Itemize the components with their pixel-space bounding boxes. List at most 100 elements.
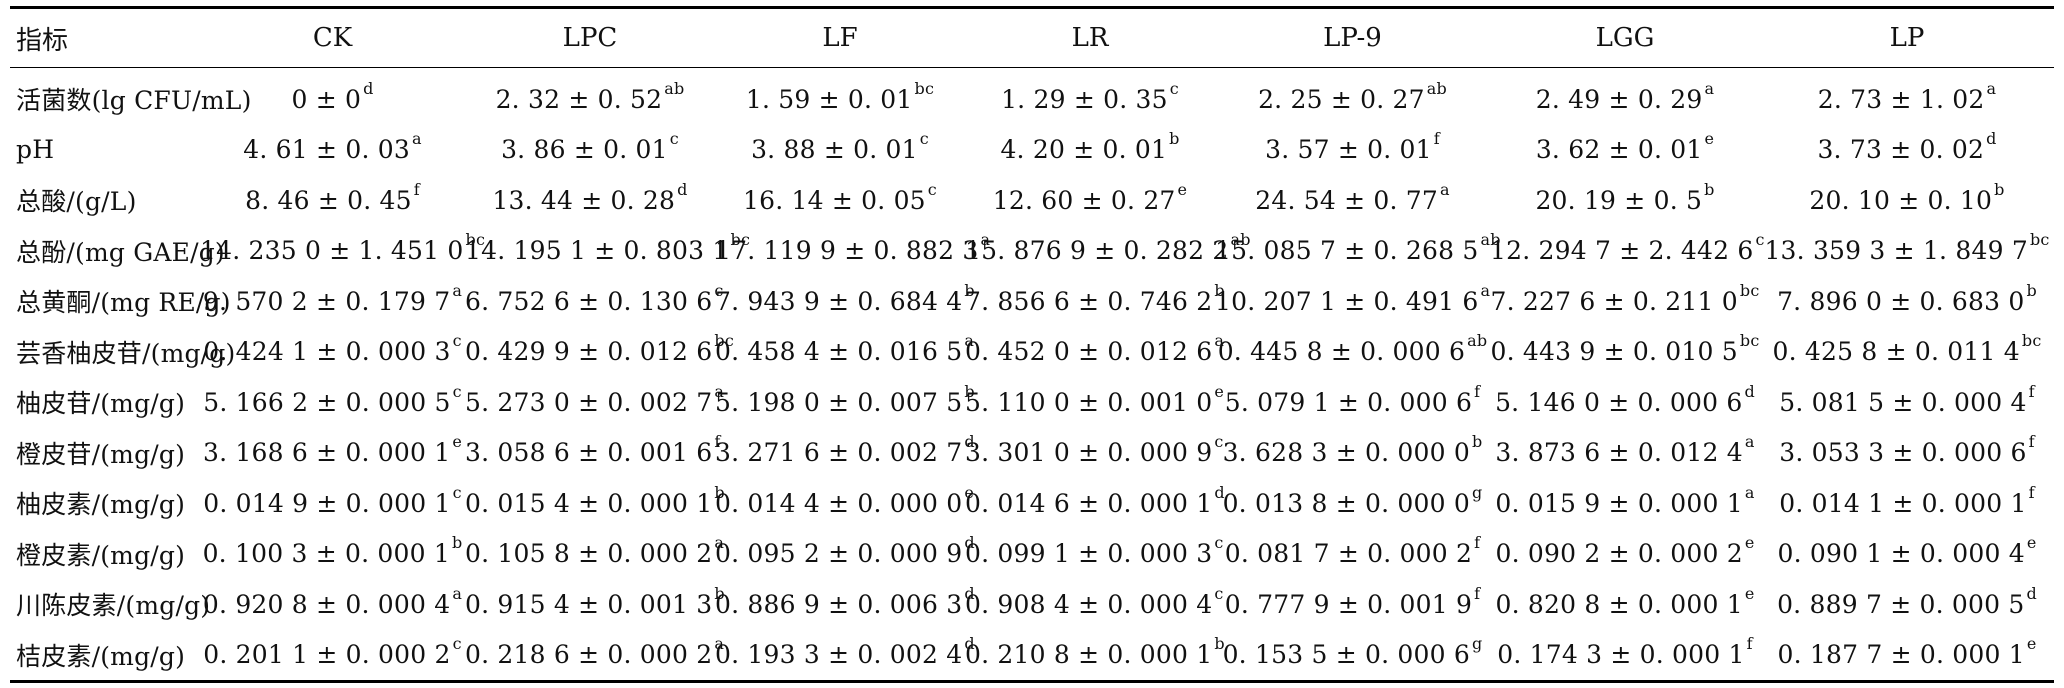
table-cell: 0. 443 9 ± 0. 010 5 bc — [1490, 327, 1760, 378]
table-cell: 3. 86 ± 0. 01 c — [465, 125, 715, 176]
table-row: 橙皮苷/(mg/g) 3. 168 6 ± 0. 000 1 e 3. 058 6 ±… — [10, 428, 2054, 479]
header-row: 指标 CK LPC LF LR LP-9 LGG LP — [10, 7, 2054, 68]
cell-value: 0. 090 1 ± 0. 000 4 — [1777, 539, 2025, 569]
cell-value: 3. 168 6 ± 0. 000 1 — [202, 438, 451, 468]
significance-letter: d — [964, 432, 975, 452]
significance-letter: bc — [1739, 331, 1760, 351]
cell-value: 5. 198 0 ± 0. 007 5 — [715, 387, 963, 417]
significance-letter: e — [2026, 634, 2037, 654]
cell-value: 0. 105 8 ± 0. 000 2 — [465, 539, 713, 569]
significance-letter: bc — [2021, 331, 2042, 351]
header-lgg: LGG — [1595, 23, 1655, 53]
significance-letter: d — [1986, 129, 1997, 149]
cell-value: 0. 445 8 ± 0. 000 6 — [1217, 337, 1466, 367]
significance-letter: ab — [1467, 331, 1488, 351]
table-cell: 16. 14 ± 0. 05 c — [715, 175, 965, 226]
significance-letter: c — [1214, 432, 1224, 452]
cell-value: 3. 57 ± 0. 01 — [1265, 135, 1432, 165]
row-label: pH — [16, 135, 55, 165]
table-cell: 2. 32 ± 0. 52 ab — [465, 68, 715, 125]
table-cell: 14. 195 1 ± 0. 803 1 bc — [465, 226, 750, 277]
significance-letter: a — [1214, 331, 1225, 351]
cell-value: 12. 60 ± 0. 27 — [992, 185, 1176, 215]
cell-value: 0. 443 9 ± 0. 010 5 — [1490, 337, 1738, 367]
table-cell: 8. 46 ± 0. 45 f — [200, 175, 465, 226]
header-indicator: 指标 — [16, 25, 69, 56]
cell-value: 5. 079 1 ± 0. 000 6 — [1224, 387, 1473, 417]
table-cell: 2. 49 ± 0. 29 a — [1490, 68, 1760, 125]
row-label: 活菌数(lg CFU/mL) — [16, 86, 252, 116]
row-label: 总酚/(mg GAE/g) — [16, 237, 225, 267]
cell-value: 4. 20 ± 0. 01 — [1000, 135, 1168, 165]
row-label: 柚皮苷/(mg/g) — [16, 389, 186, 419]
significance-letter: e — [2026, 533, 2037, 553]
significance-letter: b — [2026, 280, 2037, 300]
significance-letter: e — [964, 482, 975, 502]
table-row: 桔皮素/(mg/g) 0. 201 1 ± 0. 000 2 c 0. 218 6 ±… — [10, 630, 2054, 682]
cell-value: 0. 458 4 ± 0. 016 5 — [715, 337, 963, 367]
cell-value: 5. 146 0 ± 0. 000 6 — [1495, 387, 1743, 417]
table-cell: 4. 20 ± 0. 01 b — [965, 125, 1215, 176]
significance-letter: ab — [1230, 230, 1251, 250]
significance-letter: bc — [730, 230, 751, 250]
row-label: 川陈皮素/(mg/g) — [16, 591, 211, 621]
cell-value: 0. 452 0 ± 0. 012 6 — [965, 337, 1213, 367]
table-cell: 2. 25 ± 0. 27 ab — [1215, 68, 1490, 125]
cell-value: 0. 153 5 ± 0. 000 6 — [1222, 640, 1470, 670]
significance-letter: d — [1214, 482, 1225, 502]
significance-letter: c — [1214, 583, 1224, 603]
significance-letter: e — [1744, 533, 1755, 553]
cell-value: 14. 195 1 ± 0. 803 1 — [465, 236, 729, 266]
significance-letter: b — [1704, 179, 1715, 199]
cell-value: 9. 570 2 ± 0. 179 7 — [202, 286, 451, 316]
significance-letter: f — [413, 179, 420, 199]
significance-letter: f — [2028, 432, 2035, 452]
cell-value: 0. 886 9 ± 0. 006 3 — [715, 589, 963, 619]
cell-value: 3. 873 6 ± 0. 012 4 — [1495, 438, 1743, 468]
significance-letter: a — [1986, 78, 1997, 98]
significance-letter: a — [714, 381, 725, 401]
cell-value: 0. 014 6 ± 0. 000 1 — [965, 488, 1213, 518]
significance-letter: f — [1746, 634, 1753, 654]
cell-value: 0. 889 7 ± 0. 000 5 — [1777, 589, 2025, 619]
cell-value: 6. 752 6 ± 0. 130 6 — [465, 286, 713, 316]
significance-letter: bc — [714, 331, 734, 351]
cell-value: 7. 896 0 ± 0. 683 0 — [1777, 286, 2025, 316]
table-row: 柚皮素/(mg/g) 0. 014 9 ± 0. 000 1 c 0. 015 4 ±… — [10, 478, 2054, 529]
cell-value: 2. 25 ± 0. 27 — [1258, 84, 1425, 114]
significance-letter: c — [1755, 230, 1765, 250]
cell-value: 0. 015 9 ± 0. 000 1 — [1495, 488, 1743, 518]
table-row: 活菌数(lg CFU/mL) 0 ± 0 d 2. 32 ± 0. 52 ab 1. 59… — [10, 68, 2054, 125]
cell-value: 3. 73 ± 0. 02 — [1817, 135, 1985, 165]
table-cell: 1. 59 ± 0. 01 bc — [715, 68, 965, 125]
significance-letter: a — [1744, 432, 1755, 452]
table-cell: 2. 73 ± 1. 02 a — [1760, 68, 2054, 125]
header-ck: CK — [312, 23, 353, 53]
significance-letter: f — [2028, 381, 2035, 401]
significance-letter: f — [2028, 482, 2035, 502]
significance-letter: a — [1744, 482, 1755, 502]
table-cell: 3. 57 ± 0. 01 f — [1215, 125, 1490, 176]
cell-value: 0. 015 4 ± 0. 000 1 — [465, 488, 713, 518]
significance-letter: f — [1433, 129, 1440, 149]
table-row: pH 4. 61 ± 0. 03 a 3. 86 ± 0. 01 c 3. 88 ± 0.… — [10, 125, 2054, 176]
significance-letter: a — [714, 634, 725, 654]
